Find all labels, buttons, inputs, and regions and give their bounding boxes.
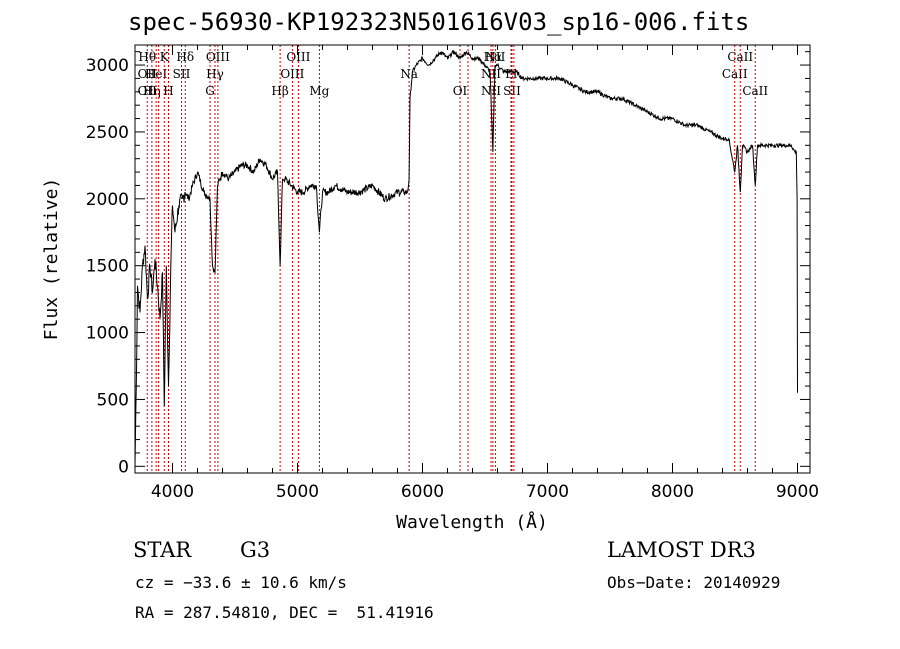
object-class: STAR xyxy=(133,538,192,562)
redshift-velocity: cz = −33.6 ± 10.6 km/s xyxy=(135,573,347,592)
line-marker-label: NII xyxy=(485,50,505,64)
line-marker-label: SII xyxy=(503,84,521,98)
line-marker-label: Hγ xyxy=(206,67,224,81)
line-marker-label: OI xyxy=(453,84,468,98)
line-marker-label: CaII xyxy=(722,67,748,81)
line-marker-label: HeI xyxy=(145,67,168,81)
line-marker-label: Hθ xyxy=(138,50,156,64)
line-marker-label: G xyxy=(205,84,215,98)
line-marker-label: Hβ xyxy=(271,84,288,98)
line-marker-label: Mg xyxy=(309,84,329,98)
line-marker-label: Hη xyxy=(143,84,161,98)
y-tick-label: 3000 xyxy=(86,56,129,76)
ra-dec-coordinates: RA = 287.54810, DEC = 51.41916 xyxy=(135,603,434,622)
y-tick-label: 1500 xyxy=(86,257,129,277)
line-marker-layer: HθOIIOIIHηHeIKHSIIHδGHγOIIIHβOIIIOIIIMgN… xyxy=(138,45,768,473)
y-tick-label: 0 xyxy=(118,457,129,477)
line-marker-label: Na xyxy=(400,67,418,81)
x-tick-label: 7000 xyxy=(526,482,569,502)
line-marker-label: Hα xyxy=(484,50,503,64)
line-marker-label: OIII xyxy=(206,50,230,64)
line-marker-label: Hδ xyxy=(176,50,194,64)
object-subclass: G3 xyxy=(240,538,271,562)
line-marker-label: Li xyxy=(505,67,517,81)
y-tick-label: 1000 xyxy=(86,324,129,344)
line-marker-label: OIII xyxy=(286,50,310,64)
observation-date: Obs−Date: 20140929 xyxy=(607,573,781,592)
x-tick-label: 8000 xyxy=(651,482,694,502)
x-tick-label: 5000 xyxy=(276,482,319,502)
x-axis-title: Wavelength (Å) xyxy=(396,511,548,533)
line-marker-label: OIII xyxy=(280,67,304,81)
line-marker-label: NII xyxy=(481,67,501,81)
plot-frame xyxy=(134,44,811,474)
x-tick-label: 9000 xyxy=(776,482,819,502)
spectrum-series-line xyxy=(134,49,798,467)
line-marker-label: H xyxy=(163,84,173,98)
chart-title: spec-56930-KP192323N501616V03_sp16-006.f… xyxy=(128,8,750,36)
line-marker-label: K xyxy=(160,50,170,64)
survey-name: LAMOST DR3 xyxy=(607,538,756,562)
line-marker-label: SII xyxy=(173,67,191,81)
line-marker-label: CaII xyxy=(742,84,768,98)
y-axis-title: Flux (relative) xyxy=(41,178,62,341)
x-tick-label: 6000 xyxy=(401,482,444,502)
y-tick-label: 500 xyxy=(97,390,129,410)
line-marker-label: CaII xyxy=(727,50,753,64)
axis-ticks: 4000 5000 6000 7000 8000 9000 0 500 1000 1500 2000… xyxy=(86,45,819,502)
y-tick-label: 2500 xyxy=(86,123,129,143)
x-tick-label: 4000 xyxy=(151,482,194,502)
y-tick-label: 2000 xyxy=(86,190,129,210)
